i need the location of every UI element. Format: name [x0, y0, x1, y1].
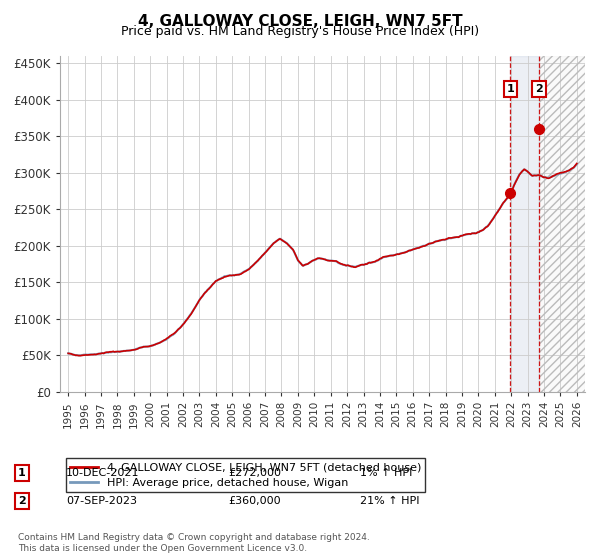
Legend: 4, GALLOWAY CLOSE, LEIGH, WN7 5FT (detached house), HPI: Average price, detached: 4, GALLOWAY CLOSE, LEIGH, WN7 5FT (detac…: [65, 458, 425, 492]
Text: £360,000: £360,000: [228, 496, 281, 506]
Text: Contains HM Land Registry data © Crown copyright and database right 2024.
This d: Contains HM Land Registry data © Crown c…: [18, 533, 370, 553]
Text: 07-SEP-2023: 07-SEP-2023: [66, 496, 137, 506]
Text: £272,000: £272,000: [228, 468, 281, 478]
Text: 2: 2: [535, 84, 543, 94]
Bar: [510, 56, 539, 392]
Text: 10-DEC-2021: 10-DEC-2021: [66, 468, 139, 478]
Bar: [539, 56, 585, 392]
Bar: [539, 56, 585, 392]
Text: Price paid vs. HM Land Registry's House Price Index (HPI): Price paid vs. HM Land Registry's House …: [121, 25, 479, 38]
Text: 21% ↑ HPI: 21% ↑ HPI: [360, 496, 419, 506]
Text: 1: 1: [506, 84, 514, 94]
Text: 4, GALLOWAY CLOSE, LEIGH, WN7 5FT: 4, GALLOWAY CLOSE, LEIGH, WN7 5FT: [137, 14, 463, 29]
Text: 1% ↑ HPI: 1% ↑ HPI: [360, 468, 412, 478]
Text: 1: 1: [18, 468, 26, 478]
Text: 2: 2: [18, 496, 26, 506]
